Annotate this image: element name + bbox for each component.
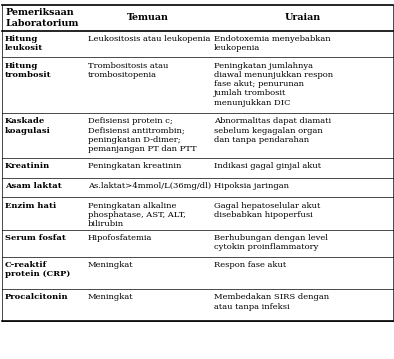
Text: Kreatinin: Kreatinin	[5, 162, 50, 170]
Text: Abnormalitas dapat diamati
sebelum kegagalan organ
dan tanpa pendarahan: Abnormalitas dapat diamati sebelum kegag…	[214, 117, 331, 144]
Text: Enzim hati: Enzim hati	[5, 202, 56, 210]
Text: Meningkat: Meningkat	[88, 293, 134, 301]
Text: Gagal hepatoselular akut
disebabkan hipoperfusi: Gagal hepatoselular akut disebabkan hipo…	[214, 202, 320, 219]
Text: Asam laktat: Asam laktat	[5, 182, 62, 190]
Text: Membedakan SIRS dengan
atau tanpa infeksi: Membedakan SIRS dengan atau tanpa infeks…	[214, 293, 329, 311]
Text: Trombositosis atau
trombositopenia: Trombositosis atau trombositopenia	[88, 62, 168, 79]
Text: Defisiensi protein c;
Defisiensi antitrombin;
peningkatan D-dimer;
pemanjangan P: Defisiensi protein c; Defisiensi antitro…	[88, 117, 197, 153]
Text: Peningkatan alkaline
phosphatase, AST, ALT,
bilirubin: Peningkatan alkaline phosphatase, AST, A…	[88, 202, 186, 228]
Text: Indikasi gagal ginjal akut: Indikasi gagal ginjal akut	[214, 162, 321, 170]
Text: C-reaktif
protein (CRP): C-reaktif protein (CRP)	[5, 261, 71, 278]
Text: Hipoksia jaringan: Hipoksia jaringan	[214, 182, 289, 190]
Text: Hitung
leukosit: Hitung leukosit	[5, 35, 43, 52]
Text: Hipofosfatemia: Hipofosfatemia	[88, 234, 152, 242]
Text: Berhubungan dengan level
cytokin proinflammatory: Berhubungan dengan level cytokin proinfl…	[214, 234, 328, 251]
Text: Hitung
trombosit: Hitung trombosit	[5, 62, 52, 79]
Text: Pemeriksaan
Laboratorium: Pemeriksaan Laboratorium	[5, 8, 78, 28]
Text: Endotoxemia menyebabkan
leukopenia: Endotoxemia menyebabkan leukopenia	[214, 35, 331, 52]
Text: Peningkatan jumlahnya
diawal menunjukkan respon
fase akut; penurunan
jumlah trom: Peningkatan jumlahnya diawal menunjukkan…	[214, 62, 333, 107]
Text: Leukositosis atau leukopenia: Leukositosis atau leukopenia	[88, 35, 210, 43]
Text: Procalcitonin: Procalcitonin	[5, 293, 69, 301]
Text: Temuan: Temuan	[127, 13, 169, 23]
Text: As.laktat>4mmol/L(36mg/dl): As.laktat>4mmol/L(36mg/dl)	[88, 182, 211, 190]
Text: Respon fase akut: Respon fase akut	[214, 261, 286, 269]
Text: Peningkatan kreatinin: Peningkatan kreatinin	[88, 162, 181, 170]
Text: Uraian: Uraian	[284, 13, 321, 23]
Text: Meningkat: Meningkat	[88, 261, 134, 269]
Text: Serum fosfat: Serum fosfat	[5, 234, 66, 242]
Text: Kaskade
koagulasi: Kaskade koagulasi	[5, 117, 51, 135]
